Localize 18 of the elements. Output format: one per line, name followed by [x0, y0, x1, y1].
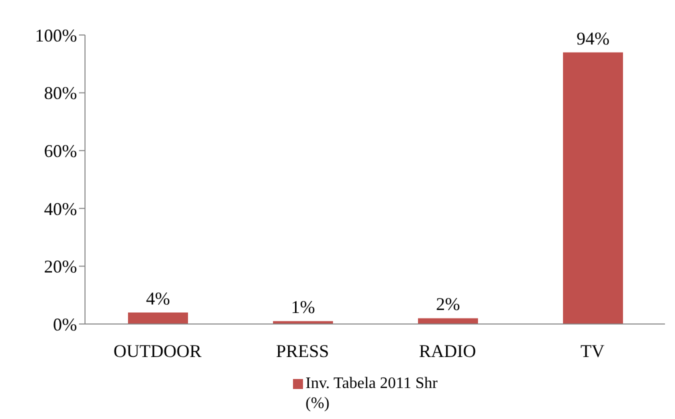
x-tick-label: OUTDOOR	[114, 340, 202, 361]
legend-label: Inv. Tabela 2011 Shr (%)	[306, 374, 439, 414]
y-tick-label: 100%	[35, 25, 77, 46]
data-label: 4%	[146, 288, 170, 308]
x-tick-label: PRESS	[276, 340, 330, 361]
data-label: 2%	[436, 294, 460, 314]
bar	[128, 312, 188, 324]
y-tick-label: 80%	[44, 83, 77, 104]
data-label: 1%	[291, 297, 315, 318]
y-tick-label: 40%	[44, 198, 77, 219]
x-tick-label: TV	[580, 340, 604, 361]
data-label: 94%	[576, 28, 610, 48]
bar	[563, 52, 623, 324]
y-tick-label: 60%	[44, 140, 77, 161]
bar	[418, 318, 478, 324]
x-tick-label: RADIO	[419, 340, 476, 361]
y-tick-label: 0%	[53, 314, 77, 334]
y-tick-label: 20%	[44, 256, 77, 277]
